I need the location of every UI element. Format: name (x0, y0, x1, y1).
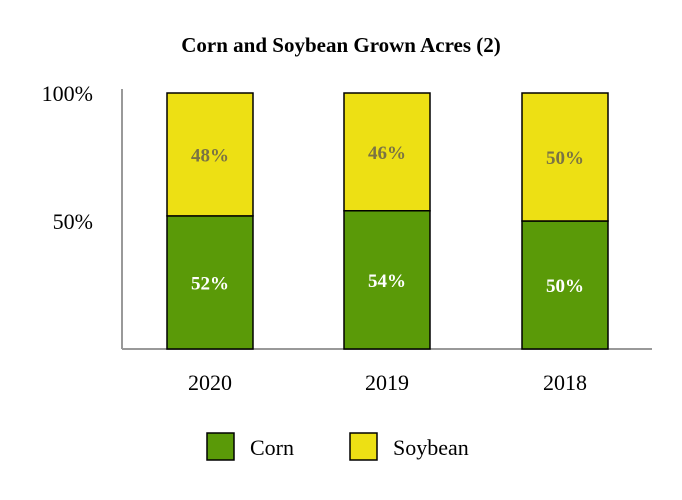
bar-soybean-2019 (343, 92, 431, 212)
plot-area: 100% 50% 52% 48% 2020 54% 46% 2019 50% 50% 2018 (42, 81, 652, 395)
data-label-corn-2018: 50% (546, 276, 584, 297)
bar-corn-2018 (521, 220, 609, 350)
bar-soybean-2020 (166, 92, 254, 217)
legend-label-corn: Corn (250, 435, 294, 460)
chart-title: Corn and Soybean Grown Acres (2) (181, 33, 501, 57)
legend: Corn Soybean (206, 432, 469, 461)
data-label-soybean-2020: 48% (191, 145, 229, 166)
y-tick-label: 50% (53, 209, 93, 234)
legend-swatch-corn (206, 432, 235, 461)
legend-swatch-soybean (349, 432, 378, 461)
x-tick-label: 2019 (365, 370, 409, 395)
bar-corn-2019 (343, 210, 431, 350)
x-tick-label: 2020 (188, 370, 232, 395)
bar-corn-2020 (166, 215, 254, 350)
legend-label-soybean: Soybean (393, 435, 469, 460)
data-label-soybean-2019: 46% (368, 143, 406, 164)
data-label-corn-2020: 52% (191, 273, 229, 294)
data-label-corn-2019: 54% (368, 271, 406, 292)
x-tick-label: 2018 (543, 370, 587, 395)
bar-soybean-2018 (521, 92, 609, 222)
data-label-soybean-2018: 50% (546, 148, 584, 169)
y-tick-label: 100% (42, 81, 93, 106)
